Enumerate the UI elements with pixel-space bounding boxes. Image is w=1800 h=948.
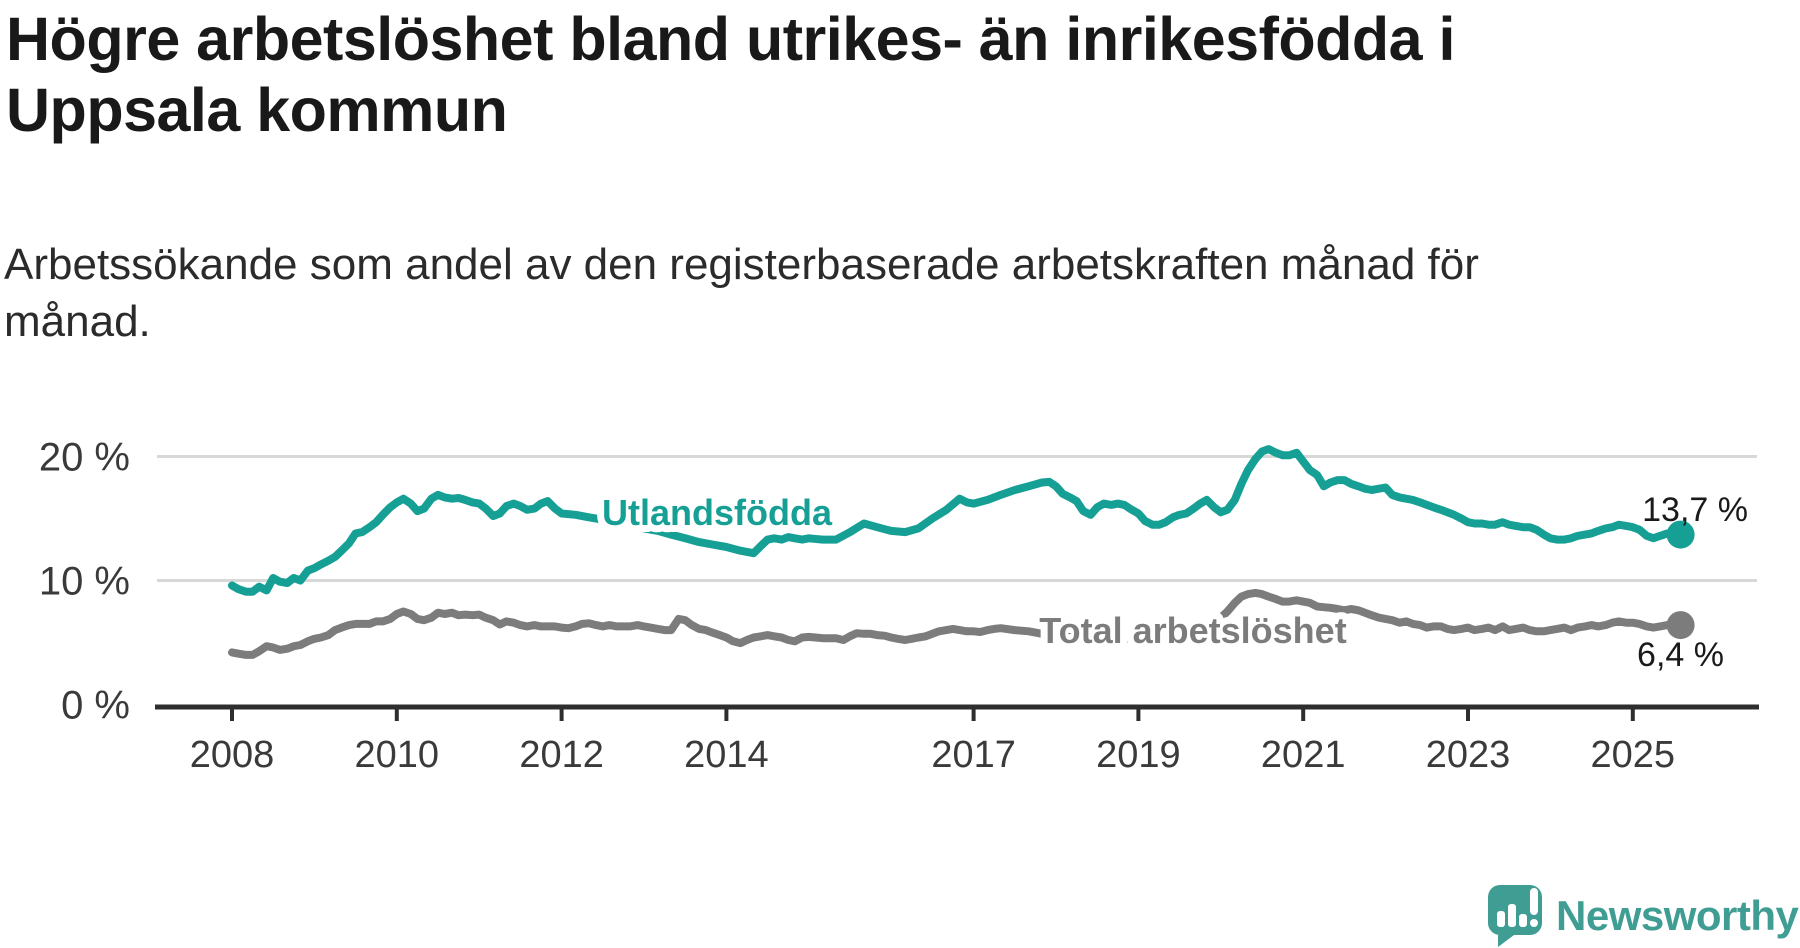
x-tick-label: 2023 [1426, 734, 1511, 776]
series-label: Utlandsfödda [602, 492, 833, 533]
series-end-dot [1666, 520, 1695, 549]
series-end-value-label: 6,4 % [1637, 636, 1724, 674]
chart-axis-labels: 0 % 10 % 20 % 2008 2010 2012 2014 2017 2019 2021 2… [39, 436, 1675, 777]
newsworthy-logo-icon [1488, 885, 1542, 947]
chart-annotations: Utlandsfödda 13,7 % Total arbetslöshet 6,4 … [595, 485, 1748, 674]
series-end-value-label: 13,7 % [1642, 491, 1748, 529]
x-tick-label: 2017 [931, 734, 1016, 776]
x-tick-label: 2014 [684, 734, 769, 776]
series-end-dot [1666, 611, 1695, 640]
page-title: Högre arbetslöshet bland utrikes- än inr… [6, 4, 1786, 146]
x-tick-label: 2025 [1591, 734, 1676, 776]
newsworthy-logo-text: Newsworthy [1556, 892, 1799, 939]
y-tick-label: 20 % [39, 436, 130, 480]
series-label: Total arbetslöshet [1039, 610, 1346, 651]
x-tick-label: 2010 [355, 734, 440, 776]
series-line-total [228, 588, 1685, 659]
subtitle-line-2: månad. [4, 297, 151, 346]
series-line-utlandsfodda [228, 445, 1685, 596]
title-line-2: Uppsala kommun [6, 76, 508, 144]
chart-series [228, 445, 1685, 659]
x-tick-label: 2021 [1261, 734, 1346, 776]
newsworthy-brand: Newsworthy [1488, 884, 1799, 948]
chart-subtitle: Arbetssökande som andel av den registerb… [4, 236, 1784, 350]
x-tick-label: 2008 [190, 734, 275, 776]
subtitle-line-1: Arbetssökande som andel av den registerb… [4, 240, 1479, 289]
y-tick-label: 10 % [39, 560, 130, 604]
chart-gridlines [157, 455, 1757, 582]
title-line-1: Högre arbetslöshet bland utrikes- än inr… [6, 5, 1455, 73]
x-tick-label: 2012 [519, 734, 604, 776]
chart-axes [155, 704, 1759, 721]
y-tick-label: 0 % [61, 684, 130, 728]
x-tick-label: 2019 [1096, 734, 1181, 776]
